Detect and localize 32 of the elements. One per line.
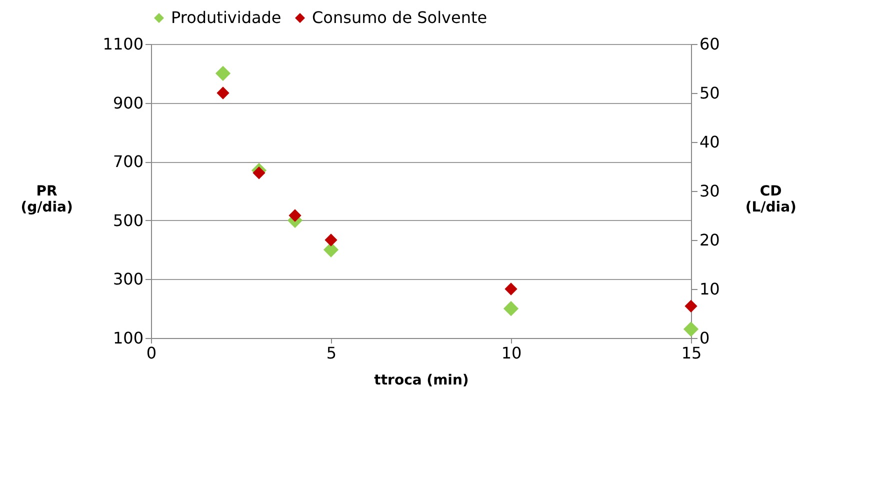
x-tick-label: 10 xyxy=(501,344,522,362)
y-tick-label: 500 xyxy=(112,210,144,230)
point xyxy=(288,209,302,222)
y2-tick-label: 20 xyxy=(700,230,720,250)
point xyxy=(324,234,338,246)
x-tick-label: 15 xyxy=(681,344,702,362)
point xyxy=(684,300,698,312)
x-tick-label: 5 xyxy=(326,344,337,362)
y-tick-label: 700 xyxy=(112,152,144,172)
x-axis-title: ttroca (min) xyxy=(374,372,469,388)
y-axis-title: PR (g/dia) xyxy=(20,184,73,216)
point xyxy=(323,242,339,258)
legend-label: Consumo de Solvente xyxy=(312,8,488,27)
y-tick-label: 900 xyxy=(112,93,144,112)
y-tick-label: 300 xyxy=(112,270,144,289)
y2-tick-label: 10 xyxy=(700,280,720,298)
y2-tick-label: 40 xyxy=(700,132,720,152)
point xyxy=(503,301,519,316)
y2-tick-label: 60 xyxy=(700,34,720,54)
y2-tick-label: 0 xyxy=(700,328,710,348)
y2-tick-label: 50 xyxy=(700,84,720,102)
x-tick-label: 0 xyxy=(146,344,157,362)
y-tick-label: 1100 xyxy=(102,34,144,54)
point xyxy=(216,86,230,100)
point xyxy=(252,166,266,180)
y-tick-label: 100 xyxy=(112,328,144,348)
y2-tick-label: 30 xyxy=(700,182,720,200)
legend-label: Produtividade xyxy=(171,8,282,27)
y2-axis-title: CD (L/dia) xyxy=(745,184,796,216)
point xyxy=(215,66,231,81)
point xyxy=(504,282,518,296)
point xyxy=(683,322,699,337)
